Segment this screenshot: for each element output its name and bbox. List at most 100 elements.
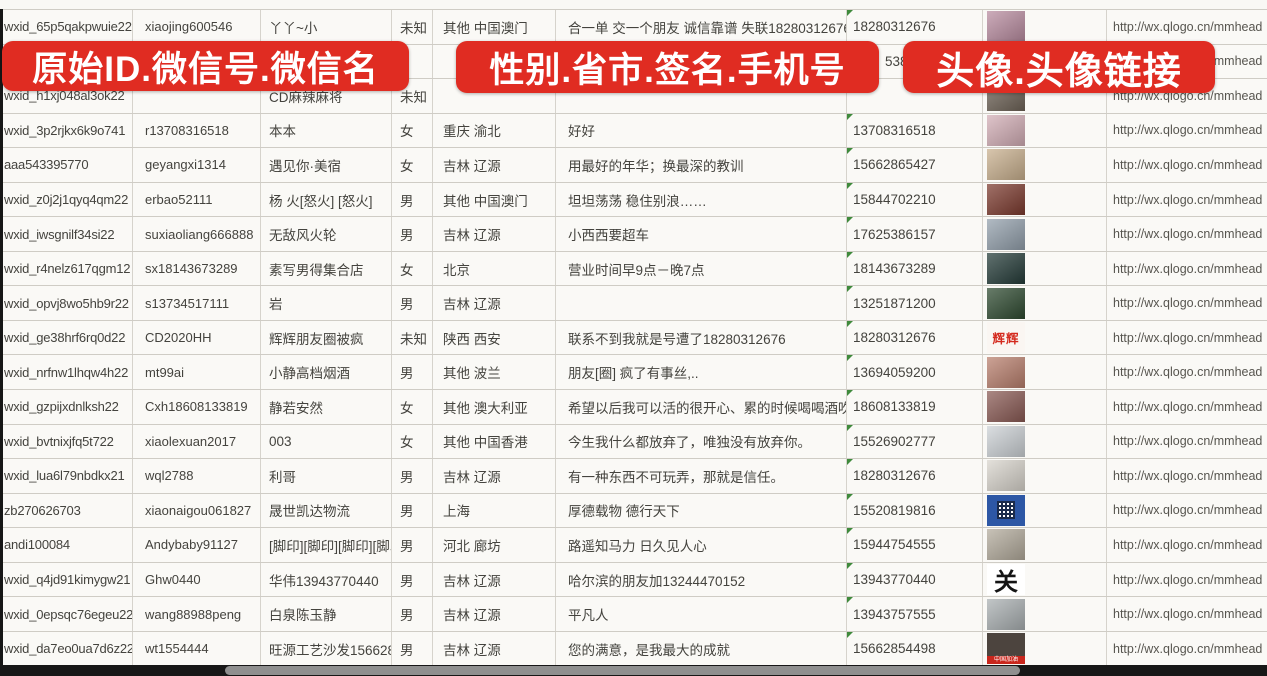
cell-wxid[interactable]: wxid_opvj8wo5hb9r22 [0,286,133,320]
cell-wechat-account[interactable]: wang88988peng [133,597,261,631]
cell-wxid[interactable]: aaa543395770 [0,148,133,182]
cell-avatar[interactable]: 中国加油 [983,631,1107,666]
cell-gender[interactable]: 男 [392,528,433,562]
cell-avatar[interactable] [983,459,1107,493]
cell-wechat-account[interactable]: s13734517111 [133,286,261,320]
cell-gender[interactable]: 男 [392,217,433,251]
cell-avatar-link[interactable]: http://wx.qlogo.cn/mmhead [1113,641,1263,656]
cell-avatar[interactable]: 关 [983,562,1107,597]
cell-signature[interactable]: 小西西要超车 [556,217,847,251]
cell-wechat-name[interactable]: 素写男得集合店 [261,251,392,286]
cell-avatar-link[interactable]: http://wx.qlogo.cn/mmhead [1113,296,1263,311]
cell-wxid[interactable]: wxid_65p5qakpwuie22 [0,10,133,44]
cell-wechat-name[interactable]: 白泉陈玉静 [261,597,392,631]
cell-wechat-name[interactable]: 旺源工艺沙发15662854 [261,631,392,666]
cell-signature[interactable]: 有一种东西不可玩弄，那就是信任。 [556,459,847,493]
cell-wechat-name[interactable]: 辉辉朋友圈被疯 [261,320,392,355]
cell-avatar[interactable] [983,493,1107,528]
cell-gender[interactable]: 男 [392,182,433,217]
cell-phone[interactable]: 15662865427 [847,148,983,182]
cell-signature[interactable]: 希望以后我可以活的很开心、累的时候喝喝酒吹吹[ [556,390,847,424]
cell-wxid[interactable]: wxid_da7eo0ua7d6z22 [0,631,133,666]
cell-avatar-link[interactable]: http://wx.qlogo.cn/mmhead [1113,19,1263,34]
cell-signature[interactable] [556,286,847,320]
cell-wxid[interactable]: wxid_3p2rjkx6k9o741 [0,113,133,148]
cell-phone[interactable]: 18280312676 [847,10,983,44]
cell-signature[interactable]: 今生我什么都放弃了，唯独没有放弃你。 [556,424,847,459]
cell-wechat-name[interactable]: 无敌风火轮 [261,217,392,251]
scrollbar-thumb[interactable] [225,666,1020,675]
cell-avatar-link[interactable]: http://wx.qlogo.cn/mmhead [1113,365,1263,380]
cell-gender[interactable]: 女 [392,148,433,182]
cell-wechat-name[interactable]: 晟世凯达物流 [261,493,392,528]
cell-wechat-account[interactable]: xiaolexuan2017 [133,424,261,459]
cell-wechat-account[interactable]: erbao52111 [133,182,261,217]
cell-wechat-name[interactable]: 丫丫~小 [261,10,392,44]
cell-wechat-name[interactable]: 利哥 [261,459,392,493]
cell-avatar[interactable] [983,10,1107,44]
cell-avatar-link[interactable]: http://wx.qlogo.cn/mmhead [1113,503,1263,518]
cell-wechat-name[interactable]: 遇见你·美宿 [261,148,392,182]
cell-wechat-account[interactable]: Ghw0440 [133,562,261,597]
cell-signature[interactable]: 合一单 交一个朋友 诚信靠谱 失联18280312676 [556,10,847,44]
cell-avatar-link[interactable]: http://wx.qlogo.cn/mmhead [1113,123,1263,138]
cell-avatar[interactable] [983,424,1107,459]
cell-wxid[interactable]: andi100084 [0,528,133,562]
cell-wxid[interactable]: wxid_h1xj048al3ok22 [0,79,133,113]
cell-phone[interactable]: 17625386157 [847,217,983,251]
cell-avatar-link[interactable]: http://wx.qlogo.cn/mmhead [1113,157,1263,172]
cell-gender[interactable]: 男 [392,562,433,597]
cell-avatar[interactable] [983,286,1107,320]
cell-signature[interactable]: 好好 [556,113,847,148]
cell-signature[interactable]: 厚德载物 德行天下 [556,493,847,528]
cell-province-city[interactable]: 吉林 辽源 [433,562,556,597]
cell-avatar-link[interactable]: http://wx.qlogo.cn/mmhead [1113,434,1263,449]
cell-province-city[interactable]: 北京 [433,251,556,286]
cell-wechat-account[interactable]: suxiaoliang666888 [133,217,261,251]
cell-wxid[interactable]: wxid_r4nelz617qgm12 [0,251,133,286]
cell-province-city[interactable]: 其他 波兰 [433,355,556,390]
horizontal-scrollbar[interactable] [0,665,1267,676]
cell-phone[interactable]: 15662854498 [847,631,983,666]
cell-wechat-name[interactable]: 003 [261,424,392,459]
cell-wechat-account[interactable]: mt99ai [133,355,261,390]
cell-wechat-account[interactable]: CD2020HH [133,320,261,355]
cell-wechat-name[interactable]: 岩 [261,286,392,320]
cell-wxid[interactable]: wxid_0epsqc76egeu22 [0,597,133,631]
cell-signature[interactable]: 营业时间早9点－晚7点 [556,251,847,286]
cell-phone[interactable] [847,79,983,113]
cell-avatar[interactable] [983,597,1107,631]
cell-signature[interactable]: 哈尔滨的朋友加13244470152 [556,562,847,597]
cell-wxid[interactable]: wxid_nrfnw1lhqw4h22 [0,355,133,390]
cell-wechat-name[interactable]: CD麻辣麻将 [261,79,392,113]
cell-phone[interactable]: 13708316518 [847,113,983,148]
cell-wechat-name[interactable]: 华伟13943770440 [261,562,392,597]
cell-phone[interactable]: 18280312676 [847,459,983,493]
cell-wechat-account[interactable]: wt1554444 [133,631,261,666]
cell-avatar-link[interactable]: http://wx.qlogo.cn/mmhead [1113,537,1263,552]
cell-phone[interactable]: 15944754555 [847,528,983,562]
cell-signature[interactable]: 坦坦荡荡 稳住别浪…… [556,182,847,217]
cell-gender[interactable]: 女 [392,251,433,286]
cell-wxid[interactable]: wxid_q4jd91kimygw21 [0,562,133,597]
cell-province-city[interactable]: 其他 澳大利亚 [433,390,556,424]
cell-wechat-name[interactable]: 小静高档烟酒 [261,355,392,390]
cell-gender[interactable]: 男 [392,597,433,631]
cell-phone[interactable]: 18608133819 [847,390,983,424]
cell-avatar[interactable] [983,182,1107,217]
cell-province-city[interactable]: 河北 廊坊 [433,528,556,562]
cell-province-city[interactable]: 其他 中国澳门 [433,10,556,44]
cell-signature[interactable]: 联系不到我就是号遭了18280312676 [556,320,847,355]
cell-avatar-link[interactable]: http://wx.qlogo.cn/mmhead [1113,399,1263,414]
cell-wechat-name[interactable]: 本本 [261,113,392,148]
cell-avatar-link[interactable]: http://wx.qlogo.cn/mmhead [1113,607,1263,622]
cell-province-city[interactable]: 上海 [433,493,556,528]
cell-province-city[interactable]: 吉林 辽源 [433,286,556,320]
cell-phone[interactable]: 13694059200 [847,355,983,390]
cell-signature[interactable]: 路遥知马力 日久见人心 [556,528,847,562]
cell-wechat-name[interactable]: 静若安然 [261,390,392,424]
cell-avatar[interactable] [983,113,1107,148]
cell-wxid[interactable]: wxid_ge38hrf6rq0d22 [0,320,133,355]
cell-gender[interactable]: 男 [392,286,433,320]
cell-avatar[interactable] [983,390,1107,424]
